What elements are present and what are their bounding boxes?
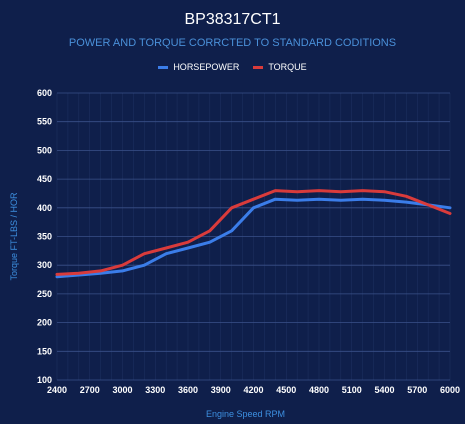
x-tick-label: 3300: [145, 385, 165, 395]
y-tick-label: 450: [37, 174, 52, 184]
legend-label-torque: TORQUE: [268, 62, 307, 72]
x-tick-label: 5100: [342, 385, 362, 395]
y-tick-label: 100: [37, 375, 52, 385]
chart-subtitle: POWER AND TORQUE CORRCTED TO STANDARD CO…: [68, 37, 397, 49]
x-axis-title: Engine Speed RPM: [206, 409, 285, 419]
y-tick-label: 500: [37, 145, 52, 155]
y-tick-label: 150: [37, 346, 52, 356]
x-tick-label: 4200: [243, 385, 263, 395]
y-tick-label: 550: [37, 117, 52, 127]
legend-swatch-horsepower: [158, 65, 169, 69]
y-tick-label: 400: [37, 203, 52, 213]
x-tick-label: 6000: [440, 385, 460, 395]
legend-item-horsepower[interactable]: HORSEPOWER: [158, 62, 239, 72]
series-line-torque: [55, 189, 452, 276]
y-tick-label: 600: [37, 88, 52, 98]
y-tick-label: 300: [37, 260, 52, 270]
legend-swatch-torque: [253, 65, 264, 69]
x-tick-label: 3900: [211, 385, 231, 395]
x-tick-label: 2700: [80, 385, 100, 395]
chart-title: BP38317CT1: [184, 11, 281, 28]
x-tick-label: 5700: [407, 385, 427, 395]
x-tick-label: 4800: [309, 385, 329, 395]
y-axis-title: Torque FT-LBS / HOR: [9, 192, 19, 281]
y-tick-label: 350: [37, 232, 52, 242]
legend-item-torque[interactable]: TORQUE: [253, 62, 307, 72]
x-tick-label: 3600: [178, 385, 198, 395]
x-tick-label: 3000: [112, 385, 132, 395]
x-tick-label: 4500: [276, 385, 296, 395]
series-line-horsepower: [55, 197, 452, 279]
y-tick-label: 200: [37, 318, 52, 328]
x-tick-label: 2400: [47, 385, 67, 395]
chart-legend: HORSEPOWER TORQUE: [0, 62, 465, 72]
y-tick-label: 250: [37, 289, 52, 299]
legend-label-horsepower: HORSEPOWER: [173, 62, 240, 72]
x-tick-label: 5400: [374, 385, 394, 395]
